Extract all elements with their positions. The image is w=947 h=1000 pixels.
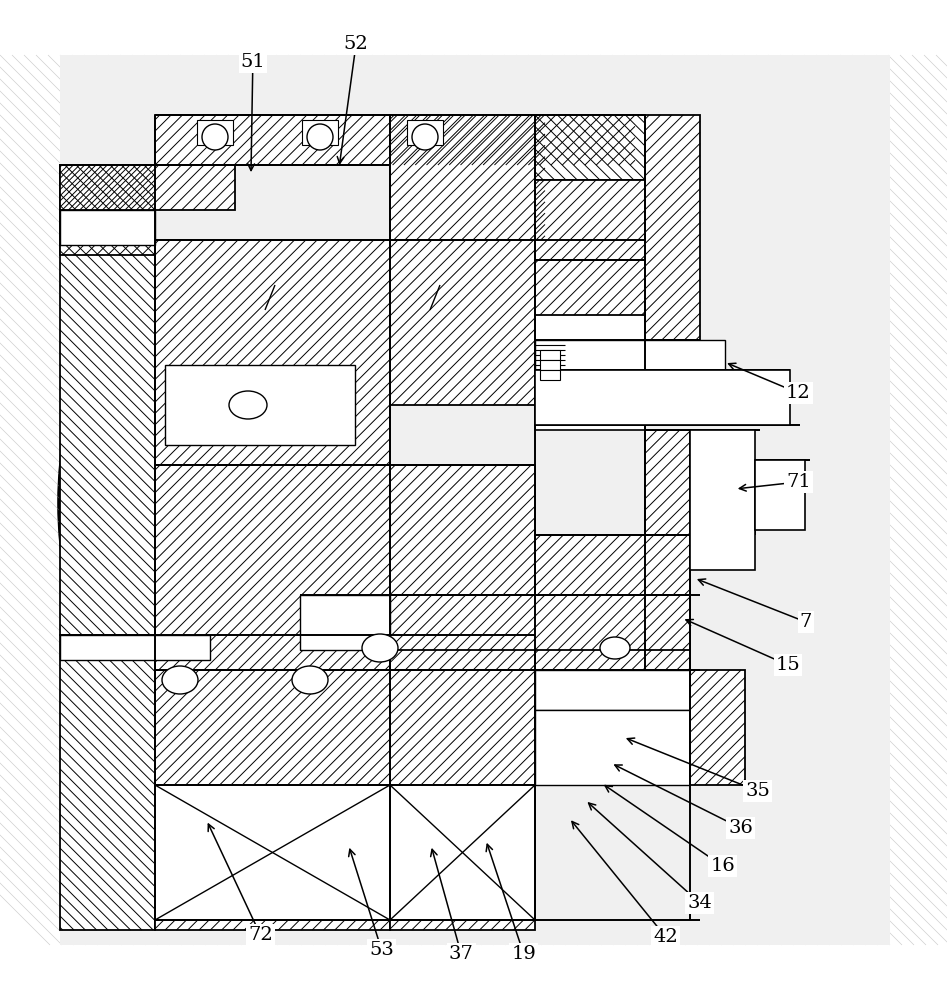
Ellipse shape [600, 637, 630, 659]
Bar [407, 120, 443, 145]
Bar [535, 370, 790, 425]
Bar [60, 165, 155, 255]
Circle shape [412, 124, 438, 150]
Bar [60, 635, 155, 930]
Bar [197, 120, 233, 145]
Text: 36: 36 [728, 819, 753, 837]
Text: 51: 51 [241, 53, 265, 71]
Text: 19: 19 [511, 945, 536, 963]
Text: 71: 71 [786, 473, 811, 491]
Bar [155, 240, 390, 465]
Bar [690, 430, 755, 570]
Ellipse shape [292, 666, 328, 694]
Bar [535, 340, 725, 370]
Bar [60, 165, 155, 635]
Bar [535, 180, 645, 260]
Bar [390, 670, 535, 930]
Circle shape [307, 124, 333, 150]
Bar [155, 115, 635, 165]
Bar [155, 785, 390, 920]
Bar [60, 210, 155, 245]
Bar [60, 635, 210, 660]
Bar [300, 595, 390, 650]
Bar [690, 670, 745, 785]
Bar [390, 240, 535, 405]
Bar [535, 260, 645, 430]
Ellipse shape [362, 634, 398, 662]
Bar [535, 710, 690, 785]
Bar [390, 595, 690, 650]
Text: 72: 72 [248, 926, 273, 944]
Text: 35: 35 [745, 782, 770, 800]
Bar [155, 465, 390, 670]
Text: 52: 52 [344, 35, 368, 53]
Bar [302, 120, 338, 145]
Circle shape [202, 124, 228, 150]
Text: 12: 12 [786, 384, 811, 402]
Bar [390, 115, 545, 240]
Text: 7: 7 [799, 613, 813, 631]
Text: 15: 15 [776, 656, 800, 674]
Bar [60, 55, 890, 945]
Bar [535, 535, 690, 595]
Text: 16: 16 [710, 857, 735, 875]
Bar [535, 115, 645, 180]
Bar [155, 670, 390, 930]
Bar [165, 365, 355, 445]
Bar [390, 465, 535, 670]
Bar [540, 350, 560, 360]
Bar [540, 370, 560, 380]
Bar [535, 595, 690, 670]
Bar [645, 115, 700, 340]
Bar [60, 165, 235, 210]
Bar [535, 670, 690, 710]
Bar [690, 670, 745, 785]
Bar [540, 360, 560, 370]
Ellipse shape [162, 666, 198, 694]
Bar [755, 460, 805, 530]
Text: 34: 34 [688, 894, 712, 912]
Bar [390, 785, 535, 920]
Bar [645, 430, 700, 535]
Circle shape [59, 88, 888, 918]
Bar [535, 260, 645, 315]
Ellipse shape [229, 391, 267, 419]
Text: 37: 37 [449, 945, 474, 963]
Text: 53: 53 [369, 941, 394, 959]
Text: 42: 42 [653, 928, 678, 946]
